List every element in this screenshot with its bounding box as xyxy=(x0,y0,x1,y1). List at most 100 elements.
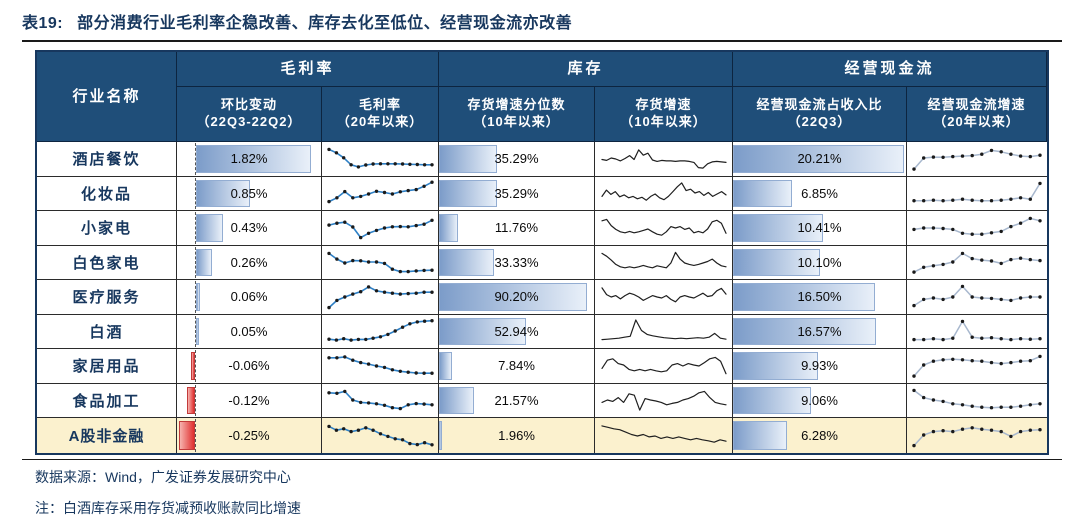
ocf-bar xyxy=(733,317,876,345)
inventory-trend-cell xyxy=(595,280,733,315)
industry-name-cell: 食品加工 xyxy=(37,383,177,418)
table-title: 表19: 部分消费行业毛利率企稳改善、库存去化至低位、经营现金流亦改善 xyxy=(22,9,572,33)
qoq-change-cell: 0.05% xyxy=(177,314,322,349)
inventory-bar xyxy=(439,214,459,242)
margin-sparkline xyxy=(326,180,434,204)
header-group-cash-flow: 经营现金流 xyxy=(733,52,1047,87)
ocf-ratio-cell: 10.41% xyxy=(733,211,907,246)
ocf-sparkline xyxy=(912,388,1042,410)
ocf-bar xyxy=(733,283,875,311)
margin-sparkline xyxy=(326,354,434,375)
ocf-trend-cell xyxy=(907,211,1047,246)
header-sub-qoq-change-line2: （22Q3-22Q2） xyxy=(196,114,302,129)
header-sub-gross-margin-trend-line2: （20年以来） xyxy=(336,114,424,129)
header-sub-ocf-growth-line1: 经营现金流增速 xyxy=(927,97,1026,113)
qoq-zero-line xyxy=(195,315,196,347)
inventory-value: 1.96% xyxy=(498,427,535,443)
industry-name: 白酒 xyxy=(89,323,124,341)
ocf-value: 10.10% xyxy=(797,254,842,270)
margin-sparkline xyxy=(326,218,434,240)
industry-name-cell: 家居用品 xyxy=(37,349,177,384)
header-sub-qoq-change: 环比变动 （22Q3-22Q2） xyxy=(177,87,322,142)
inventory-percentile-cell: 90.20% xyxy=(439,280,595,315)
qoq-zero-line xyxy=(195,177,196,209)
industry-name: 食品加工 xyxy=(72,392,141,410)
qoq-bar xyxy=(196,214,224,242)
margin-sparkline xyxy=(326,251,434,274)
industry-name: 家居用品 xyxy=(72,358,141,376)
margin-sparkline xyxy=(326,389,434,411)
inventory-percentile-cell: 11.76% xyxy=(439,211,595,246)
inventory-trend-cell xyxy=(595,142,733,177)
qoq-zero-line xyxy=(195,350,196,382)
qoq-bar xyxy=(179,421,195,450)
header-group-cash-flow-label: 经营现金流 xyxy=(844,60,935,78)
footnote: 注：白酒库存采用存货减预收账款同比增速 xyxy=(35,500,301,516)
ocf-ratio-cell: 6.28% xyxy=(733,418,907,453)
margin-sparkline xyxy=(326,424,434,447)
qoq-bar xyxy=(191,352,195,380)
inventory-trend-cell xyxy=(595,176,733,211)
header-sub-inventory-percentile-line1: 存货增速分位数 xyxy=(467,97,566,113)
inventory-trend-cell xyxy=(595,314,733,349)
ocf-sparkline xyxy=(912,251,1042,275)
margin-trend-cell xyxy=(322,349,439,384)
qoq-value: -0.12% xyxy=(228,392,270,408)
inventory-trend-cell xyxy=(595,418,733,453)
header-sub-ocf-growth: 经营现金流增速 （20年以来） xyxy=(907,87,1047,142)
ocf-sparkline xyxy=(912,216,1042,236)
qoq-change-cell: 1.82% xyxy=(177,142,322,177)
qoq-value: 0.43% xyxy=(230,220,268,236)
ocf-bar xyxy=(733,386,811,414)
inventory-percentile-cell: 7.84% xyxy=(439,349,595,384)
ocf-ratio-cell: 10.10% xyxy=(733,245,907,280)
industry-name-cell: A股非金融 xyxy=(37,418,177,453)
inventory-sparkline xyxy=(600,149,727,169)
ocf-ratio-cell: 16.50% xyxy=(733,280,907,315)
ocf-ratio-cell: 9.93% xyxy=(733,349,907,384)
margin-trend-cell xyxy=(322,314,439,349)
inventory-sparkline xyxy=(600,218,727,236)
industry-name-cell: 白酒 xyxy=(37,314,177,349)
margin-trend-cell xyxy=(322,142,439,177)
ocf-value: 10.41% xyxy=(797,220,842,236)
ocf-value: 6.85% xyxy=(801,185,838,201)
header-industry-label: 行业名称 xyxy=(72,87,141,105)
margin-trend-cell xyxy=(322,211,439,246)
header-sub-ocf-ratio: 经营现金流占收入比 （22Q3） xyxy=(733,87,907,142)
industry-name: A股非金融 xyxy=(68,427,145,445)
header-group-gross-margin: 毛利率 xyxy=(177,52,439,87)
ocf-sparkline xyxy=(912,426,1042,448)
qoq-zero-line xyxy=(195,143,196,175)
ocf-sparkline xyxy=(912,319,1042,342)
ocf-value: 20.21% xyxy=(797,151,842,167)
ocf-sparkline xyxy=(912,181,1042,203)
inventory-sparkline xyxy=(600,182,727,202)
qoq-change-cell: 0.85% xyxy=(177,176,322,211)
header-sub-ocf-growth-line2: （20年以来） xyxy=(933,114,1020,129)
qoq-zero-line xyxy=(195,281,196,313)
inventory-bar xyxy=(439,145,497,173)
ocf-value: 9.06% xyxy=(801,392,838,408)
inventory-percentile-cell: 33.33% xyxy=(439,245,595,280)
ocf-bar xyxy=(733,145,904,173)
inventory-value: 11.76% xyxy=(494,220,539,236)
qoq-bar xyxy=(196,317,200,345)
qoq-change-cell: 0.06% xyxy=(177,280,322,315)
inventory-value: 7.84% xyxy=(498,358,535,374)
inventory-trend-cell xyxy=(595,349,733,384)
inventory-bar xyxy=(439,179,497,207)
ocf-sparkline xyxy=(912,148,1042,171)
inventory-trend-cell xyxy=(595,383,733,418)
ocf-ratio-cell: 20.21% xyxy=(733,142,907,177)
header-group-gross-margin-label: 毛利率 xyxy=(280,60,335,78)
ocf-value: 6.28% xyxy=(801,427,838,443)
ocf-trend-cell xyxy=(907,142,1047,177)
qoq-zero-line xyxy=(195,419,196,452)
inventory-value: 33.33% xyxy=(494,254,539,270)
ocf-bar xyxy=(733,421,787,450)
inventory-sparkline xyxy=(600,319,727,341)
qoq-bar xyxy=(196,248,213,276)
ocf-sparkline xyxy=(912,284,1042,308)
inventory-bar xyxy=(439,352,452,380)
